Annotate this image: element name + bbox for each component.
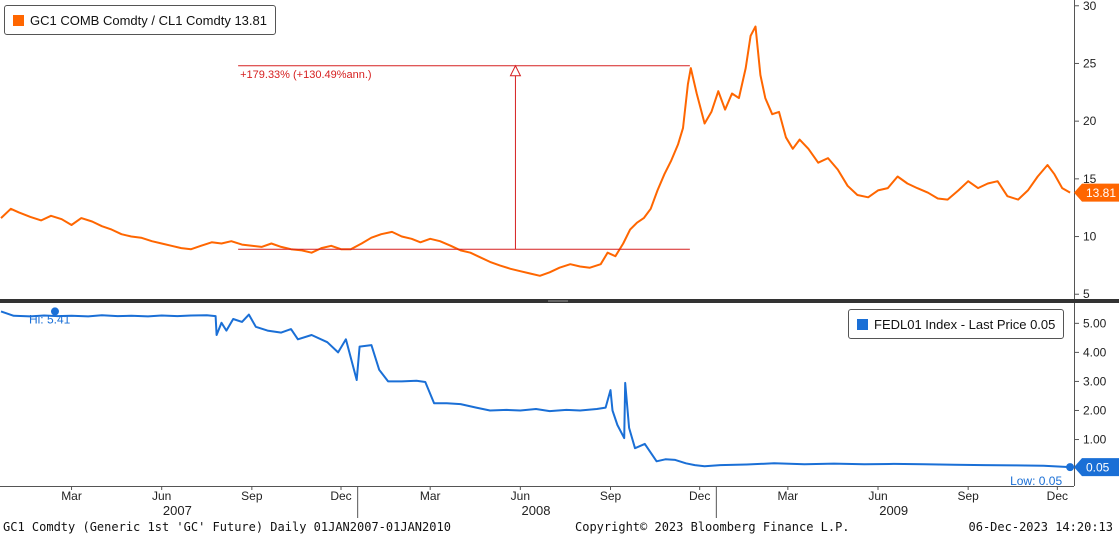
annotation-arrowhead [509, 64, 522, 77]
fed-funds-legend[interactable]: FEDL01 Index - Last Price 0.05 [848, 309, 1065, 339]
fed-funds-y-tick-label: 5.00 [1083, 316, 1107, 330]
fed-funds-panel: 5.00 4.00 3.00 2.00 1.00 0.05 Hi: 5.41 Low: 0.0… [0, 303, 1119, 488]
ratio-legend[interactable]: GC1 COMB Comdty / CL1 Comdty 13.81 [4, 5, 276, 35]
ratio-y-tick-label: 10 [1083, 230, 1097, 244]
ratio-y-tick-label: 25 [1083, 56, 1097, 70]
fed-funds-y-tick-label: 1.00 [1083, 433, 1107, 447]
fed-funds-last-value-badge [1074, 458, 1119, 477]
ratio-legend-label: GC1 COMB Comdty / CL1 Comdty 13.81 [30, 12, 267, 28]
x-year-label: 2007 [163, 503, 192, 518]
fed-funds-y-tick-label: 2.00 [1083, 403, 1107, 417]
fed-funds-legend-swatch [857, 318, 868, 330]
x-tick-label: Dec [330, 489, 351, 503]
ratio-last-value-badge [1074, 183, 1119, 202]
fed-funds-legend-label: FEDL01 Index - Last Price 0.05 [874, 316, 1056, 332]
x-axis: Mar Jun Sep Dec Mar Jun Sep Dec Mar Jun Sep Dec 2007… [0, 299, 1119, 518]
footer-timestamp: 06-Dec-2023 14:20:13 [968, 520, 1114, 534]
x-tick-label: Jun [511, 489, 530, 503]
ratio-y-tick-label: 20 [1083, 114, 1097, 128]
ratio-panel: 30 25 20 15 10 5 13.81 +179.33% (+130.49%ann.) [0, 0, 1119, 301]
fed-funds-series-line [0, 310, 1071, 469]
x-tick-label: Mar [61, 489, 82, 503]
x-tick-label: Sep [957, 489, 979, 503]
low-label: Low: 0.05 [1010, 474, 1062, 488]
ratio-legend-swatch [13, 14, 24, 26]
ratio-series-line [0, 25, 1071, 277]
x-tick-label: Dec [1047, 489, 1068, 503]
hi-marker [50, 307, 59, 316]
x-tick-label: Mar [420, 489, 441, 503]
fed-funds-last-value-label: 0.05 [1086, 461, 1110, 475]
footer-copyright: Copyright© 2023 Bloomberg Finance L.P. [575, 520, 850, 534]
ratio-last-value-label: 13.81 [1086, 186, 1116, 200]
annotation-label: +179.33% (+130.49%ann.) [240, 69, 371, 81]
fed-funds-y-tick-label: 3.00 [1083, 374, 1107, 388]
low-marker [1066, 463, 1075, 472]
x-tick-label: Dec [689, 489, 710, 503]
x-tick-label: Sep [600, 489, 622, 503]
hi-label: Hi: 5.41 [29, 312, 71, 326]
x-tick-label: Jun [152, 489, 171, 503]
x-tick-label: Mar [778, 489, 799, 503]
footer-security-info: GC1 Comdty (Generic 1st 'GC' Future) Dai… [3, 520, 451, 534]
x-year-label: 2009 [879, 503, 908, 518]
x-year-label: 2008 [522, 503, 551, 518]
fed-funds-y-tick-label: 4.00 [1083, 345, 1107, 359]
ratio-y-tick-label: 30 [1083, 0, 1097, 13]
ratio-y-tick-label: 15 [1083, 172, 1097, 186]
x-tick-label: Jun [868, 489, 887, 503]
ratio-y-tick-label: 5 [1083, 287, 1090, 301]
x-tick-label: Sep [241, 489, 263, 503]
